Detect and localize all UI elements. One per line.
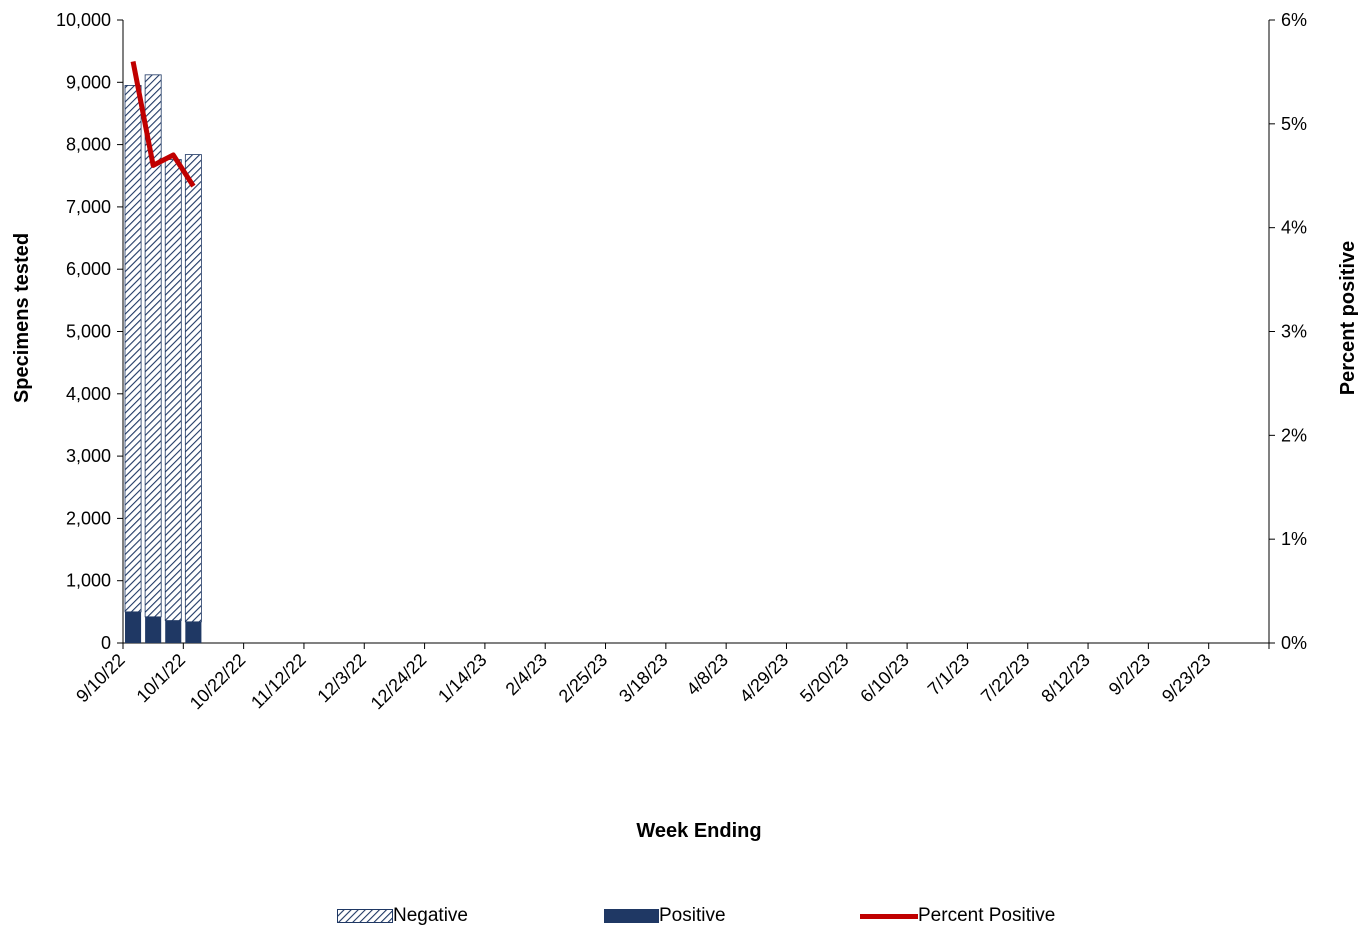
- legend-item-percent-positive: Percent Positive: [860, 905, 1055, 927]
- y-tick-label: 6,000: [66, 259, 111, 279]
- x-tick-label: 9/2/23: [1105, 650, 1155, 700]
- y2-tick-label: 1%: [1281, 529, 1307, 549]
- y2-tick-label: 5%: [1281, 114, 1307, 134]
- x-tick-label: 4/29/23: [736, 650, 793, 707]
- x-tick-label: 11/12/22: [247, 650, 310, 713]
- y-tick-label: 10,000: [56, 10, 111, 30]
- x-tick-label: 12/24/22: [367, 650, 431, 714]
- y-tick-label: 7,000: [66, 197, 111, 217]
- y-axis-title: Specimens tested: [11, 233, 33, 403]
- legend-label-negative: Negative: [393, 905, 468, 926]
- y2-tick-label: 2%: [1281, 425, 1307, 445]
- y2-axis-title: Percent positive: [1337, 241, 1359, 396]
- bar-negative: [184, 154, 202, 623]
- x-axis-title: Week Ending: [636, 820, 761, 842]
- bar-negative: [124, 85, 142, 613]
- chart: 0 1,000 2,000 3,000 4,000 5,000 6,000 7,000 8,00…: [11, 10, 1359, 842]
- x-tick-label: 4/8/23: [682, 650, 732, 700]
- legend-item-negative: Negative: [337, 905, 468, 927]
- legend: Negative Positive Percent Positive: [0, 905, 1371, 931]
- x-tick-label: 7/22/23: [977, 650, 1034, 707]
- x-tick-label: 9/23/23: [1158, 650, 1215, 707]
- y2-tick-label: 0%: [1281, 633, 1307, 653]
- bar-positive: [165, 620, 182, 643]
- bar-negative: [164, 159, 182, 621]
- legend-label-percent-positive: Percent Positive: [918, 905, 1056, 926]
- legend-swatch-percent-positive: [860, 913, 918, 919]
- x-tick-label: 8/12/23: [1037, 650, 1094, 707]
- y-tick-label: 9,000: [66, 72, 111, 92]
- x-tick-label: 7/1/23: [924, 650, 974, 700]
- x-tick-label: 9/10/22: [72, 650, 129, 707]
- legend-item-positive: Positive: [604, 905, 726, 927]
- tick-labels: 0 1,000 2,000 3,000 4,000 5,000 6,000 7,000 8,00…: [56, 10, 1307, 713]
- percent-positive-line: [130, 61, 196, 188]
- percent-line-group: [130, 61, 196, 188]
- axes: [117, 19, 1275, 649]
- x-tick-label: 2/4/23: [502, 650, 552, 700]
- legend-label-positive: Positive: [659, 905, 726, 926]
- x-tick-label: 3/18/23: [615, 650, 672, 707]
- x-tick-label: 1/14/23: [434, 650, 491, 707]
- y-tick-label: 5,000: [66, 322, 111, 342]
- bar-positive: [145, 616, 162, 643]
- y-tick-label: 2,000: [66, 508, 111, 528]
- y2-tick-label: 4%: [1281, 218, 1307, 238]
- y-tick-label: 4,000: [66, 384, 111, 404]
- y-tick-label: 8,000: [66, 135, 111, 155]
- y2-tick-label: 6%: [1281, 10, 1307, 30]
- bar-positive: [125, 611, 142, 643]
- x-tick-label: 5/20/23: [796, 650, 853, 707]
- x-tick-label: 10/1/22: [133, 650, 190, 707]
- x-tick-label: 6/10/23: [856, 650, 913, 707]
- y-tick-label: 1,000: [66, 571, 111, 591]
- y-tick-label: 3,000: [66, 446, 111, 466]
- y2-tick-label: 3%: [1281, 322, 1307, 342]
- x-tick-label: 2/25/23: [555, 650, 612, 707]
- legend-swatch-negative: [337, 909, 393, 923]
- legend-swatch-positive: [604, 909, 659, 923]
- y-tick-label: 0: [101, 633, 111, 653]
- x-tick-label: 10/22/22: [186, 650, 250, 714]
- bars: [124, 74, 202, 643]
- bar-positive: [185, 621, 202, 643]
- x-tick-label: 12/3/22: [313, 650, 370, 707]
